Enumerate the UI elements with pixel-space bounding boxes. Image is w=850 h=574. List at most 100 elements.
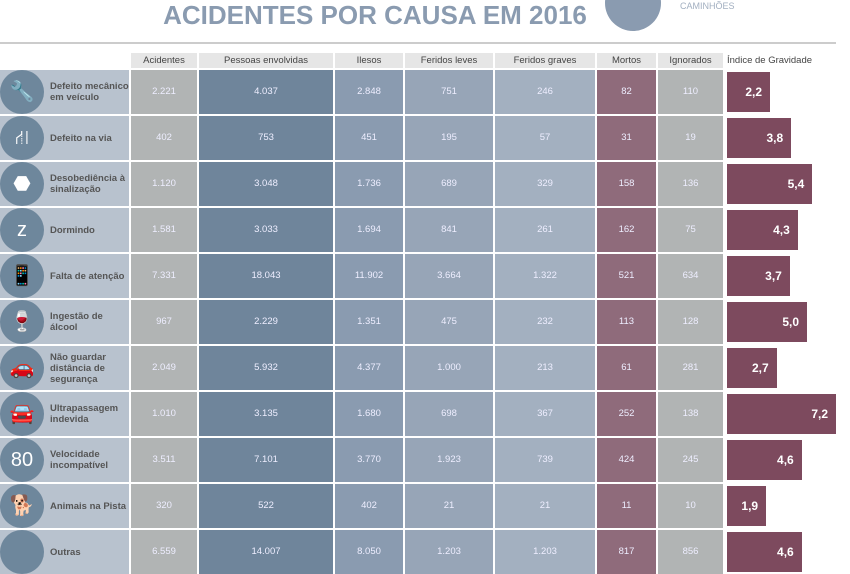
row-label: 🐕 Animais na Pista <box>0 484 129 528</box>
table-cell: 522 <box>199 484 333 528</box>
speed-80-icon: 80 <box>0 438 44 482</box>
row-label: Outras <box>0 530 129 574</box>
table-cell: 82 <box>597 70 656 114</box>
table-cell: 110 <box>658 70 723 114</box>
table-cell: 2.848 <box>335 70 403 114</box>
column-header: Feridos graves <box>495 53 595 68</box>
cause-label: Defeito mecânico em veículo <box>50 81 129 103</box>
column-header: Acidentes <box>131 53 197 68</box>
gravity-bar: 5,4 <box>727 164 813 204</box>
table-cell: 2.221 <box>131 70 197 114</box>
table-cell: 739 <box>495 438 595 482</box>
sign-icon: ⬣ <box>0 162 44 206</box>
cause-label: Defeito na via <box>50 132 112 144</box>
table-cell: 1.680 <box>335 392 403 436</box>
table-cell: 1.322 <box>495 254 595 298</box>
row-label: 🔧 Defeito mecânico em veículo <box>0 70 129 114</box>
row-label: ⬣ Desobediência à sinalização <box>0 162 129 206</box>
table-cell: 402 <box>335 484 403 528</box>
table-cell: 841 <box>405 208 493 252</box>
glasses-icon: 🍷 <box>0 300 44 344</box>
cause-label: Falta de atenção <box>50 270 125 282</box>
table-cell: 1.203 <box>405 530 493 574</box>
table-cell: 138 <box>658 392 723 436</box>
column-header: Pessoas envolvidas <box>199 53 333 68</box>
divider <box>0 42 836 44</box>
table-cell: 1.694 <box>335 208 403 252</box>
table-cell: 281 <box>658 346 723 390</box>
cause-label: Ingestão de álcool <box>50 311 103 333</box>
table-cell: 158 <box>597 162 656 206</box>
table-cell: 967 <box>131 300 197 344</box>
table-cell: 136 <box>658 162 723 206</box>
wrench-car-icon: 🔧 <box>0 70 44 114</box>
cause-label: Velocidade incompatível <box>50 449 109 471</box>
table-cell: 6.559 <box>131 530 197 574</box>
row-label: z Dormindo <box>0 208 129 252</box>
table-cell: 1.010 <box>131 392 197 436</box>
table-cell: 521 <box>597 254 656 298</box>
table-cell: 261 <box>495 208 595 252</box>
column-header: Mortos <box>597 53 656 68</box>
table-cell: 1.203 <box>495 530 595 574</box>
gravity-bar: 2,2 <box>727 72 771 112</box>
gravity-bar: 4,3 <box>727 210 798 250</box>
overtaking-icon: 🚘 <box>0 392 44 436</box>
table-cell: 61 <box>597 346 656 390</box>
table-cell: 3.048 <box>199 162 333 206</box>
table-cell: 1.581 <box>131 208 197 252</box>
column-header: Ilesos <box>335 53 403 68</box>
table-cell: 1.000 <box>405 346 493 390</box>
cause-label: Outras <box>50 546 81 558</box>
table-cell: 252 <box>597 392 656 436</box>
table-cell: 3.664 <box>405 254 493 298</box>
table-cell: 751 <box>405 70 493 114</box>
table-cell: 246 <box>495 70 595 114</box>
row-label: ⛙ Defeito na via <box>0 116 129 160</box>
table-cell: 31 <box>597 116 656 160</box>
table-cell: 2.229 <box>199 300 333 344</box>
gravity-bar: 7,2 <box>727 394 837 434</box>
table-cell: 21 <box>495 484 595 528</box>
other-icon <box>0 530 44 574</box>
table-cell: 128 <box>658 300 723 344</box>
table-cell: 57 <box>495 116 595 160</box>
table-cell: 329 <box>495 162 595 206</box>
sleeping-car-icon: z <box>0 208 44 252</box>
row-label: 🚘 Ultrapassagem indevida <box>0 392 129 436</box>
table-cell: 634 <box>658 254 723 298</box>
cause-label: Dormindo <box>50 224 95 236</box>
cause-label: Desobediência à sinalização <box>50 173 125 195</box>
cause-label: Animais na Pista <box>50 500 127 512</box>
category-label: CAMINHÕES <box>680 1 735 11</box>
column-header: Índice de Gravidade <box>727 55 813 66</box>
gravity-bar: 2,7 <box>727 348 777 388</box>
dog-icon: 🐕 <box>0 484 44 528</box>
table-cell: 232 <box>495 300 595 344</box>
table-cell: 4.377 <box>335 346 403 390</box>
table-cell: 14.007 <box>199 530 333 574</box>
table-cell: 3.511 <box>131 438 197 482</box>
road-icon: ⛙ <box>0 116 44 160</box>
row-label: 🚗 Não guardar distância de segurança <box>0 346 129 390</box>
table-cell: 7.101 <box>199 438 333 482</box>
cause-label: Não guardar distância de segurança <box>50 351 106 385</box>
table-cell: 11.902 <box>335 254 403 298</box>
table-cell: 451 <box>335 116 403 160</box>
table-cell: 1.923 <box>405 438 493 482</box>
table-cell: 689 <box>405 162 493 206</box>
table-cell: 424 <box>597 438 656 482</box>
table-cell: 3.135 <box>199 392 333 436</box>
table-cell: 11 <box>597 484 656 528</box>
table-cell: 8.050 <box>335 530 403 574</box>
table-cell: 10 <box>658 484 723 528</box>
gravity-bar: 1,9 <box>727 486 767 526</box>
table-cell: 4.037 <box>199 70 333 114</box>
column-header: Feridos leves <box>405 53 493 68</box>
table-cell: 698 <box>405 392 493 436</box>
table-cell: 475 <box>405 300 493 344</box>
gravity-bar: 3,8 <box>727 118 792 158</box>
cause-label: Ultrapassagem indevida <box>50 403 119 425</box>
table-cell: 75 <box>658 208 723 252</box>
table-cell: 245 <box>658 438 723 482</box>
